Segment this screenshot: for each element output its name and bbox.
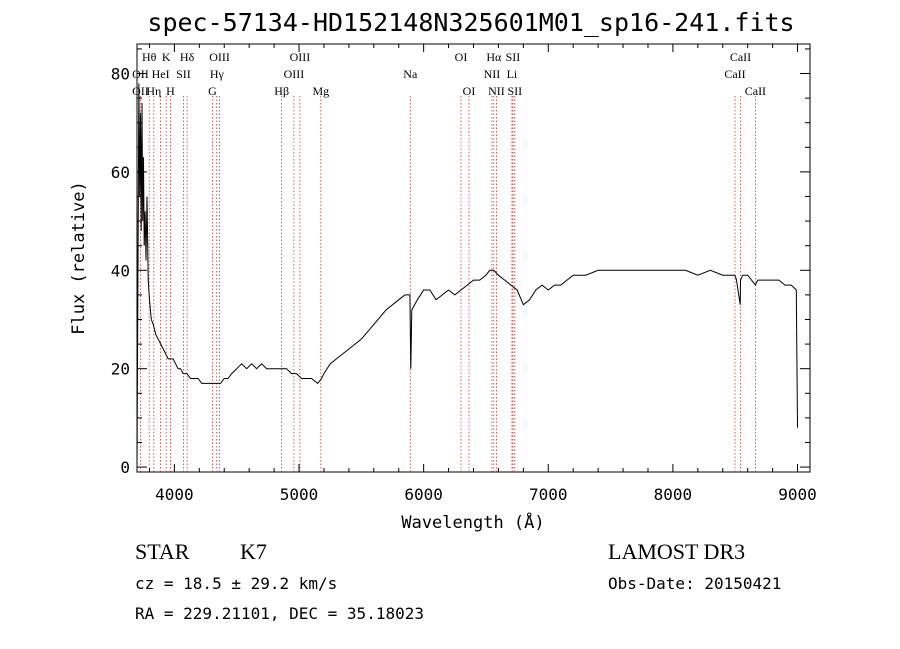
- y-tick-label: 80: [111, 65, 130, 84]
- spectral-line-markers: [139, 96, 756, 472]
- line-label: CaII: [724, 67, 745, 81]
- x-axis-ticks: 4000 5000 6000 7000 8000 9000: [148, 44, 817, 504]
- line-label: Hη: [146, 84, 161, 98]
- coordinates: RA = 229.21101, DEC = 35.18023: [135, 604, 424, 623]
- line-label: Hβ: [274, 84, 289, 98]
- line-label: Hθ: [142, 50, 157, 64]
- line-label: OI: [455, 50, 468, 64]
- obs-date: Obs-Date: 20150421: [608, 574, 781, 593]
- chart-title: spec-57134-HD152148N325601M01_sp16-241.f…: [147, 8, 794, 37]
- line-label: OIII: [284, 67, 305, 81]
- spectral-line-labels: Hθ K Hδ OIII OIII OI Hα SII CaII OII HeI SII Hγ OIII N…: [132, 50, 766, 98]
- y-axis-label: Flux (relative): [69, 181, 89, 335]
- redshift-text: cz = 18.5 ± 29.2 km/s: [135, 574, 337, 593]
- line-label: Mg: [312, 84, 329, 98]
- line-label: NII: [488, 84, 505, 98]
- line-label: G: [208, 84, 217, 98]
- y-tick-label: 0: [120, 458, 130, 477]
- line-label: NII: [484, 67, 501, 81]
- object-type: STAR: [135, 539, 190, 564]
- y-axis-ticks: 0 20 40 60 80: [111, 48, 810, 477]
- line-label: OI: [463, 84, 476, 98]
- x-tick-label: 6000: [404, 485, 443, 504]
- line-label: HeI: [152, 67, 170, 81]
- line-label: OII: [132, 84, 149, 98]
- line-label: SII: [506, 50, 521, 64]
- object-subclass: K7: [240, 539, 267, 564]
- line-label: CaII: [745, 84, 766, 98]
- x-axis-label: Wavelength (Å): [401, 511, 544, 533]
- line-label: OIII: [290, 50, 311, 64]
- x-tick-label: 5000: [280, 485, 319, 504]
- line-label: CaII: [730, 50, 751, 64]
- line-label: Hδ: [180, 50, 195, 64]
- spectrum-line: [136, 83, 798, 468]
- line-label: Li: [507, 67, 518, 81]
- x-tick-label: 8000: [654, 485, 693, 504]
- y-tick-label: 20: [111, 360, 130, 379]
- x-tick-label: 7000: [529, 485, 568, 504]
- line-label: OIII: [209, 50, 230, 64]
- line-label: Hγ: [210, 67, 225, 81]
- survey-name: LAMOST DR3: [608, 539, 745, 564]
- line-label: SII: [176, 67, 191, 81]
- x-tick-label: 9000: [778, 485, 817, 504]
- line-label: Na: [403, 67, 418, 81]
- line-label: K: [162, 50, 171, 64]
- x-tick-label: 4000: [155, 485, 194, 504]
- plot-frame: [136, 43, 811, 473]
- line-label: H: [166, 84, 175, 98]
- line-label: SII: [507, 84, 522, 98]
- y-tick-label: 40: [111, 261, 130, 280]
- line-label: Hα: [486, 50, 502, 64]
- y-tick-label: 60: [111, 163, 130, 182]
